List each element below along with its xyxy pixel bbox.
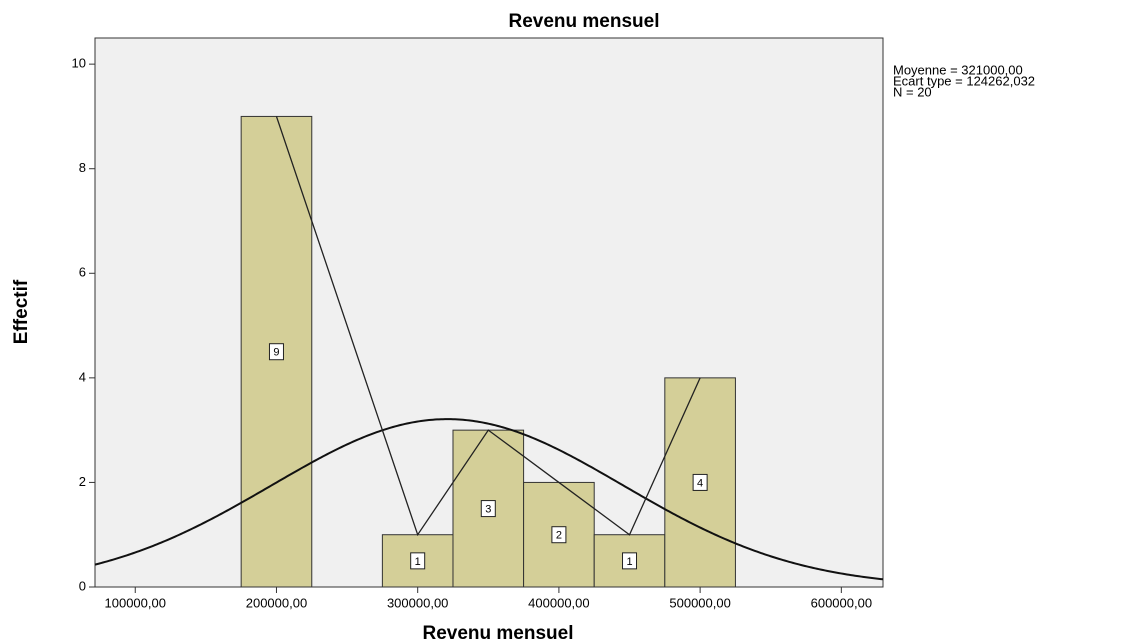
value-label: 4 [697,477,703,489]
x-tick-label: 100000,00 [105,595,166,610]
value-label-box [622,552,638,570]
frequency-polygon [275,116,701,537]
y-tick-label: 4 [79,369,86,384]
y-tick-label: 10 [72,56,86,71]
value-label-box [410,552,426,570]
stat-line: N = 20 [893,84,932,99]
y-tick-label: 2 [79,474,86,489]
stat-line: Moyenne = 321000,00 [893,62,1023,77]
value-label: 1 [415,556,421,568]
x-tick-label: 500000,00 [669,595,730,610]
x-tick-label: 300000,00 [387,595,448,610]
value-label-box [692,473,708,491]
stat-line: Ecart type = 124262,032 [893,73,1035,88]
value-label-box [480,500,496,518]
x-tick-label: 200000,00 [246,595,307,610]
y-tick-label: 0 [79,578,86,593]
value-label: 9 [273,347,279,359]
x-axis-label: Revenu mensuel [423,623,574,644]
value-label: 2 [556,530,562,542]
value-label-box [268,343,284,361]
value-label: 1 [626,556,632,568]
normal-curve [94,418,884,581]
y-tick-label: 8 [79,160,86,175]
value-label-box [551,526,567,544]
chart-title: Revenu mensuel [509,11,660,32]
y-axis-label: Effectif [11,279,32,344]
x-tick-label: 600000,00 [811,595,872,610]
value-label: 3 [485,503,491,515]
x-tick-label: 400000,00 [528,595,589,610]
y-tick-label: 6 [79,265,86,280]
